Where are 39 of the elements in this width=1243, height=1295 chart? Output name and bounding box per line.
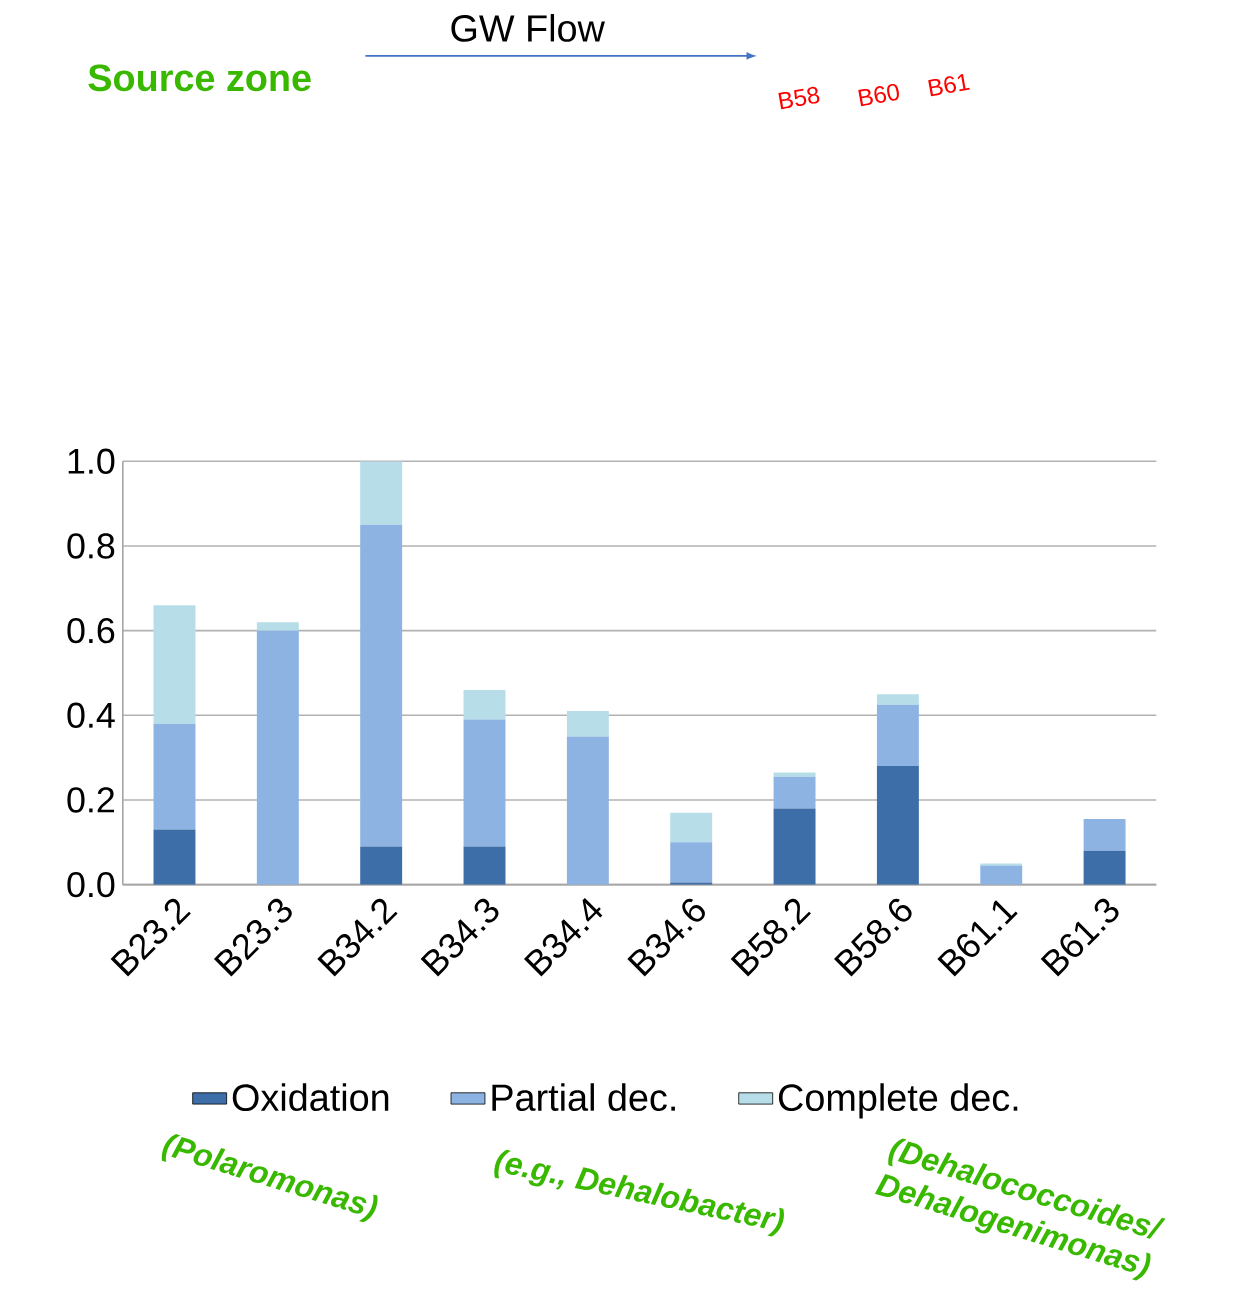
bar bbox=[773, 776, 816, 809]
legend-label: Complete dec. bbox=[778, 1083, 1018, 1119]
legend-label: Partial dec. bbox=[492, 1083, 675, 1112]
bar bbox=[670, 842, 713, 883]
text: GW Flow bbox=[451, 14, 605, 42]
bar bbox=[463, 719, 506, 847]
bar bbox=[773, 808, 816, 885]
bar bbox=[876, 766, 919, 885]
y-tick-label: 0.6 bbox=[67, 617, 115, 644]
bar bbox=[1083, 850, 1126, 885]
y-tick-label: 0.0 bbox=[67, 871, 115, 898]
y-tick-label: 0.4 bbox=[67, 702, 115, 728]
bar bbox=[773, 772, 816, 777]
text: B60 bbox=[858, 83, 899, 107]
bar bbox=[360, 846, 403, 885]
bar bbox=[980, 863, 1023, 866]
bar bbox=[153, 723, 196, 830]
bar bbox=[566, 736, 609, 885]
y-tick-label: 0.2 bbox=[67, 787, 114, 813]
bar bbox=[463, 689, 506, 720]
source-note: Source zone bbox=[88, 64, 311, 92]
bar bbox=[360, 524, 403, 847]
bar bbox=[980, 865, 1023, 885]
y-tick-label: 1.0 bbox=[68, 448, 115, 474]
bar bbox=[463, 846, 506, 885]
bar bbox=[153, 829, 196, 885]
text: B58 bbox=[778, 86, 820, 110]
text: B61 bbox=[928, 74, 970, 97]
legend-label: Oxidation bbox=[232, 1083, 389, 1112]
y-tick-label: 0.8 bbox=[67, 533, 115, 559]
bar bbox=[360, 461, 403, 525]
bar bbox=[566, 711, 609, 737]
bar bbox=[670, 812, 713, 843]
bar bbox=[876, 704, 919, 767]
bar bbox=[1083, 819, 1126, 851]
bar bbox=[256, 622, 299, 631]
bar bbox=[256, 630, 299, 885]
bar bbox=[876, 694, 919, 705]
bar bbox=[153, 605, 196, 724]
